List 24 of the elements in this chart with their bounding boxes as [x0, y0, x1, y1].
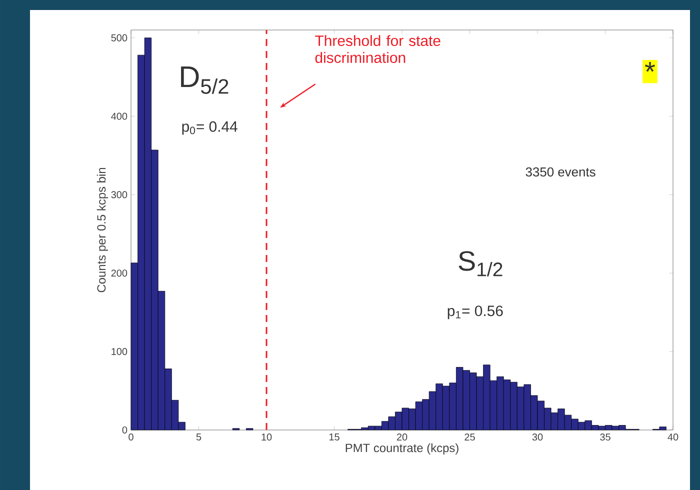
- annotation: p$_{0}$= 0.44: [182, 121, 238, 135]
- x-tick-label: 20: [396, 434, 408, 441]
- x-axis-title: PMT countrate (kcps): [346, 443, 458, 455]
- annotation: 3350 events: [526, 167, 596, 177]
- y-tick-label: 300: [111, 191, 128, 198]
- x-tick-label: 40: [668, 434, 678, 441]
- y-axis-title: Counts per 0.5 kcps bin: [96, 168, 108, 292]
- x-tick-label: 5: [196, 434, 202, 440]
- y-tick-label: 100: [112, 348, 128, 356]
- x-tick-label: 25: [464, 434, 475, 441]
- x-tick-label: 10: [262, 434, 272, 441]
- annotation: D$_{5/2}$: [181, 66, 228, 94]
- annotation: S$_{1/2}$: [458, 251, 502, 276]
- y-tick-label: 400: [111, 112, 128, 120]
- x-tick-label: 0: [128, 434, 134, 441]
- x-tick-label: 15: [329, 434, 340, 440]
- y-tick-label: 0: [122, 426, 128, 434]
- annotation: p$_{1}$= 0.56: [448, 306, 503, 320]
- x-tick-label: 35: [600, 434, 610, 441]
- ref-line-label: Threshold for state discrimination: [315, 35, 440, 63]
- y-tick-label: 500: [111, 34, 128, 42]
- annotation: *: [645, 62, 655, 72]
- x-tick-label: 30: [532, 434, 543, 441]
- y-tick-label: 200: [111, 270, 128, 277]
